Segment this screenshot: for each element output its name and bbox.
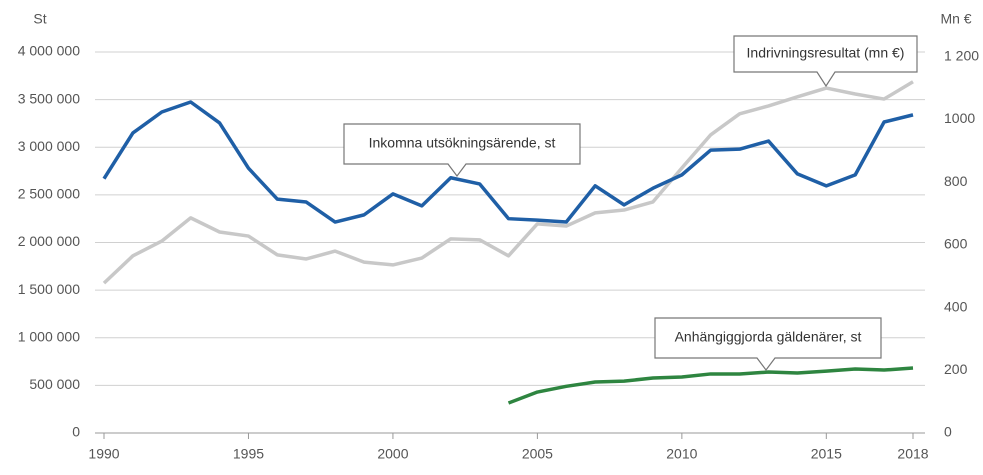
- callout-box: [733, 35, 918, 88]
- y2-tick-label: 800: [944, 173, 968, 189]
- y-tick-label: 0: [72, 424, 80, 440]
- y2-axis-label: Mn €: [940, 11, 971, 27]
- y-tick-label: 4 000 000: [18, 43, 80, 59]
- callout-box: [343, 123, 581, 177]
- x-tick-label: 2010: [666, 446, 697, 462]
- y-tick-label: 3 000 000: [18, 138, 80, 154]
- y-tick-label: 2 500 000: [18, 186, 80, 202]
- y-tick-label: 3 500 000: [18, 90, 80, 106]
- callout-box: [654, 317, 882, 371]
- y2-tick-label: 400: [944, 298, 968, 314]
- y-tick-label: 500 000: [29, 376, 80, 392]
- y-tick-label: 2 000 000: [18, 233, 80, 249]
- y-tick-label: 1 000 000: [18, 328, 80, 344]
- series-line: [102, 80, 914, 285]
- callout-label: Indrivningsresultat (mn €): [747, 45, 905, 61]
- y2-tick-label: 200: [944, 361, 968, 377]
- callout-label: Inkomna utsökningsärende, st: [369, 135, 556, 151]
- x-tick-label: 2018: [897, 446, 928, 462]
- y-tick-label: 1 500 000: [18, 281, 80, 297]
- y2-tick-label: 1 200: [944, 47, 979, 63]
- y-axis-label: St: [33, 11, 46, 27]
- y2-tick-label: 600: [944, 236, 968, 252]
- x-tick-label: 2015: [811, 446, 842, 462]
- x-tick-label: 1995: [233, 446, 264, 462]
- x-tick-label: 1990: [88, 446, 119, 462]
- series-line: [102, 100, 914, 224]
- y2-tick-label: 1000: [944, 110, 975, 126]
- callout-label: Anhängiggjorda gäldenärer, st: [675, 329, 862, 345]
- x-tick-label: 2000: [377, 446, 408, 462]
- series-line: [507, 366, 914, 405]
- y2-tick-label: 0: [944, 424, 952, 440]
- x-tick-label: 2005: [522, 446, 553, 462]
